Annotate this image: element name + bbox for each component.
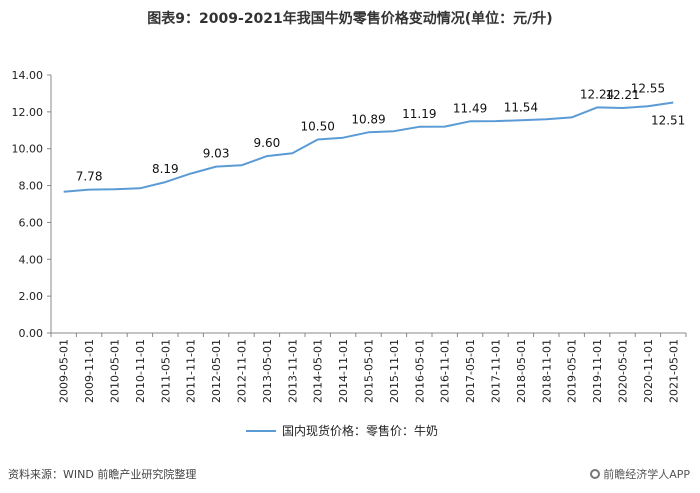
- data-label: 10.89: [351, 112, 385, 126]
- series-line: [63, 101, 674, 193]
- source-note: 资料来源：WIND 前瞻产业研究院整理: [8, 468, 197, 481]
- data-label: 7.78: [76, 170, 103, 184]
- x-tick-label: 2017-05-01: [464, 339, 477, 403]
- data-label: 8.19: [152, 162, 179, 176]
- data-label: 11.49: [453, 101, 487, 115]
- x-tick-label: 2019-11-01: [591, 339, 604, 403]
- x-tick-label: 2011-11-01: [185, 339, 198, 403]
- x-tick-label: 2016-11-01: [439, 339, 452, 403]
- x-tick-label: 2017-11-01: [490, 339, 503, 403]
- x-tick-label: 2010-05-01: [109, 339, 122, 403]
- data-label: 9.03: [203, 147, 230, 161]
- x-tick-label: 2011-05-01: [159, 339, 172, 403]
- x-tick-label: 2014-11-01: [337, 339, 350, 403]
- x-tick-label: 2015-05-01: [363, 339, 376, 403]
- x-tick-label: 2015-11-01: [388, 339, 401, 403]
- x-tick-label: 2019-05-01: [566, 339, 579, 403]
- x-tick-label: 2012-11-01: [236, 339, 249, 403]
- x-tick-label: 2018-11-01: [540, 339, 553, 403]
- brand-label: 前瞻经济学人APP: [590, 466, 690, 482]
- data-label: 12.55: [631, 81, 665, 95]
- y-tick-label: 10.00: [12, 143, 44, 156]
- brand-text: 前瞻经济学人APP: [603, 468, 690, 481]
- data-label: 12.51: [651, 113, 685, 127]
- data-label: 9.60: [254, 136, 281, 150]
- chart-title: 图表9：2009-2021年我国牛奶零售价格变动情况(单位：元/升): [147, 11, 553, 27]
- x-tick-label: 2012-05-01: [210, 339, 223, 403]
- x-tick-label: 2020-11-01: [642, 339, 655, 403]
- x-tick-label: 2020-05-01: [617, 339, 630, 403]
- data-label: 10.50: [301, 120, 335, 134]
- x-tick-label: 2009-11-01: [83, 339, 96, 403]
- y-tick-label: 6.00: [19, 216, 44, 229]
- x-tick-label: 2018-05-01: [515, 339, 528, 403]
- x-tick-label: 2010-11-01: [134, 339, 147, 403]
- x-tick-label: 2021-05-01: [667, 339, 680, 403]
- y-tick-label: 4.00: [19, 253, 44, 266]
- y-tick-label: 0.00: [19, 327, 44, 340]
- data-label: 12.24: [580, 87, 614, 101]
- y-tick-label: 12.00: [12, 106, 44, 119]
- brand-logo-icon: [590, 469, 601, 479]
- legend-label: 国内现货价格：零售价：牛奶: [282, 423, 438, 438]
- y-tick-label: 2.00: [19, 290, 44, 303]
- x-tick-label: 2013-05-01: [261, 339, 274, 403]
- x-tick-label: 2009-05-01: [58, 339, 71, 403]
- data-label: 11.19: [402, 107, 436, 121]
- y-tick-label: 8.00: [19, 180, 44, 193]
- y-tick-label: 14.00: [12, 69, 44, 82]
- x-tick-label: 2013-11-01: [286, 339, 299, 403]
- x-tick-label: 2016-05-01: [413, 339, 426, 403]
- x-tick-label: 2014-05-01: [312, 339, 325, 403]
- data-label: 11.54: [504, 100, 538, 114]
- data-label: 12.21: [605, 88, 639, 102]
